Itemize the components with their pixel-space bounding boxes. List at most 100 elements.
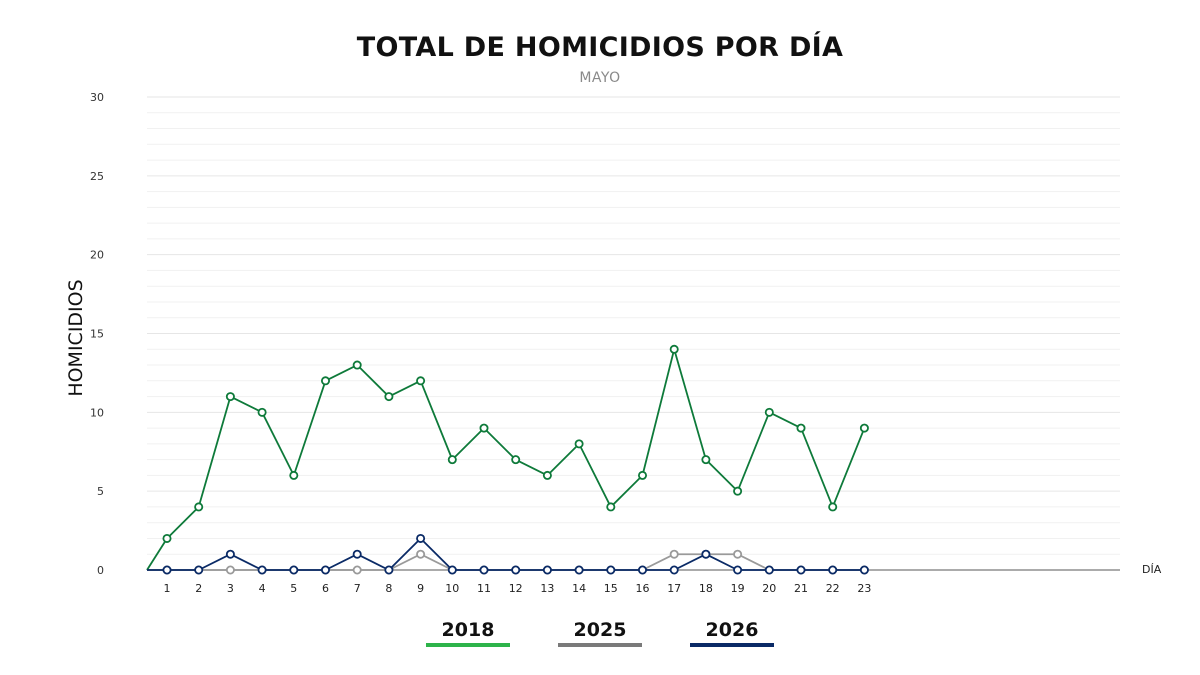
data-point-2026: [194, 565, 204, 575]
x-tick-label: 5: [290, 582, 297, 595]
data-point-2026: [289, 565, 299, 575]
data-point-2026: [447, 565, 457, 575]
data-point-2026: [638, 565, 648, 575]
data-point-2026: [225, 549, 235, 559]
data-point-2026: [384, 565, 394, 575]
x-tick-label: 6: [322, 582, 329, 595]
data-point-2018: [289, 470, 299, 480]
series-2026: [147, 533, 869, 575]
x-tick-label: 9: [417, 582, 424, 595]
data-point-2018: [194, 502, 204, 512]
x-tick-label: 7: [354, 582, 361, 595]
data-point-2018: [796, 423, 806, 433]
x-axis-label: DÍA: [1142, 563, 1162, 576]
legend-swatch-2018: [426, 643, 510, 647]
data-point-2018: [511, 455, 521, 465]
data-point-2018: [701, 455, 711, 465]
x-tick-label: 13: [540, 582, 554, 595]
data-point-2026: [162, 565, 172, 575]
x-tick-labels: 1 2 3 4 5 6 7 8 9 10 11 12 13 14 15 16 17 18 19 20 21 22 23: [164, 582, 872, 595]
data-point-2026: [701, 549, 711, 559]
data-point-2025: [225, 565, 235, 575]
data-point-2018: [859, 423, 869, 433]
series-2018: [146, 344, 869, 571]
x-tick-label: 15: [604, 582, 618, 595]
y-tick-label: 5: [97, 485, 104, 498]
x-tick-label: 14: [572, 582, 586, 595]
data-point-2018: [352, 360, 362, 370]
data-point-2018: [828, 502, 838, 512]
series-lines: [146, 344, 869, 575]
y-tick-label: 10: [90, 406, 104, 419]
x-tick-label: 19: [731, 582, 745, 595]
data-point-2025: [669, 549, 679, 559]
data-point-2018: [320, 376, 330, 386]
data-point-2026: [764, 565, 774, 575]
series-line-2018: [146, 348, 866, 571]
legend-label-2025: 2025: [573, 619, 627, 641]
x-tick-label: 12: [509, 582, 523, 595]
data-point-2018: [638, 470, 648, 480]
legend-label-2026: 2026: [705, 619, 759, 641]
x-tick-label: 4: [259, 582, 266, 595]
y-tick-label: 25: [90, 170, 104, 183]
chart-title: TOTAL DE HOMICIDIOS POR DÍA: [356, 32, 844, 63]
x-tick-label: 3: [227, 582, 234, 595]
data-point-2026: [859, 565, 869, 575]
y-tick-labels: 0 5 10 15 20 25 30: [90, 91, 104, 577]
data-point-2026: [511, 565, 521, 575]
data-point-2018: [447, 455, 457, 465]
data-point-2018: [733, 486, 743, 496]
data-point-2026: [352, 549, 362, 559]
x-tick-label: 10: [445, 582, 459, 595]
data-point-2026: [733, 565, 743, 575]
data-point-2018: [606, 502, 616, 512]
x-tick-label: 17: [667, 582, 681, 595]
x-tick-label: 2: [195, 582, 202, 595]
data-point-2018: [669, 344, 679, 354]
x-tick-label: 20: [762, 582, 776, 595]
chart-subtitle: MAYO: [579, 70, 621, 86]
legend-item-2025: 2025: [558, 619, 642, 647]
legend-item-2026: 2026: [690, 619, 774, 647]
legend: 2018 2025 2026: [0, 619, 1200, 659]
data-point-2018: [257, 407, 267, 417]
data-point-2026: [416, 533, 426, 543]
x-tick-label: 8: [385, 582, 392, 595]
x-tick-label: 21: [794, 582, 808, 595]
data-point-2018: [542, 470, 552, 480]
data-point-2026: [796, 565, 806, 575]
grid-lines: [147, 96, 1120, 555]
x-tick-label: 11: [477, 582, 491, 595]
data-point-2026: [828, 565, 838, 575]
data-point-2018: [384, 392, 394, 402]
series-line-2026: [147, 537, 865, 571]
legend-label-2018: 2018: [441, 619, 495, 641]
data-point-2018: [225, 392, 235, 402]
data-point-2018: [479, 423, 489, 433]
data-point-2018: [416, 376, 426, 386]
legend-swatch-2026: [690, 643, 774, 647]
data-point-2026: [606, 565, 616, 575]
data-point-2026: [320, 565, 330, 575]
data-point-2018: [574, 439, 584, 449]
data-point-2025: [416, 549, 426, 559]
data-point-2018: [764, 407, 774, 417]
x-tick-label: 1: [164, 582, 171, 595]
x-tick-label: 18: [699, 582, 713, 595]
data-point-2026: [574, 565, 584, 575]
y-tick-label: 30: [90, 91, 104, 104]
data-point-2018: [162, 533, 172, 543]
x-tick-label: 16: [636, 582, 650, 595]
data-point-2025: [733, 549, 743, 559]
x-tick-label: 22: [826, 582, 840, 595]
x-tick-label: 23: [857, 582, 871, 595]
data-point-2026: [479, 565, 489, 575]
series-line-2025: [147, 553, 865, 571]
y-tick-label: 0: [97, 564, 104, 577]
legend-swatch-2025: [558, 643, 642, 647]
data-point-2026: [669, 565, 679, 575]
data-point-2026: [257, 565, 267, 575]
data-point-2025: [352, 565, 362, 575]
